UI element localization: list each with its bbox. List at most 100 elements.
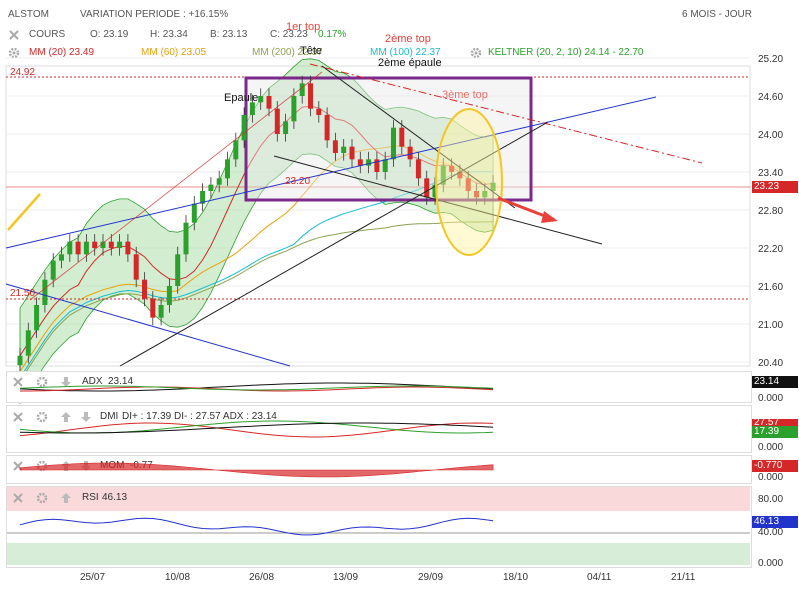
candle-down xyxy=(407,146,413,160)
annot-level-low: 21.50 xyxy=(10,288,35,299)
adx-line xyxy=(19,382,494,392)
annot-level-box: 23.20 xyxy=(285,176,310,187)
price-axis-label: 25.20 xyxy=(758,54,783,65)
candle-down xyxy=(308,83,313,109)
candle-down xyxy=(75,241,81,255)
mm20-label: MM (20) 23.49 xyxy=(29,47,95,58)
candle-up xyxy=(258,96,264,103)
keltner-label: KELTNER (20, 2, 10) 24.14 - 22.70 xyxy=(488,47,644,58)
date-axis-label: 26/08 xyxy=(249,572,275,583)
adx-value: 23.14 xyxy=(108,376,134,387)
dmi-label: DMI xyxy=(100,411,119,422)
candle-up xyxy=(208,184,214,191)
open-value: O: 23.19 xyxy=(90,29,129,40)
arrow-down-icon-dmi[interactable] xyxy=(80,411,92,423)
candle-up xyxy=(283,121,289,134)
price-axis-label: 22.20 xyxy=(758,244,783,255)
close-icon-rsi[interactable] xyxy=(12,492,24,504)
candle-up xyxy=(83,241,89,255)
period-label[interactable]: 6 MOIS - JOUR xyxy=(682,9,753,20)
trendline-black-up xyxy=(119,121,549,367)
candle-down xyxy=(125,241,131,255)
close-icon-adx[interactable] xyxy=(12,376,24,388)
arrow-up-icon-dmi[interactable] xyxy=(60,411,72,423)
mm60-line xyxy=(19,145,494,372)
date-axis-label: 10/08 xyxy=(165,572,191,583)
candle-up xyxy=(216,178,222,185)
gear-icon-keltner[interactable] xyxy=(470,47,482,59)
candle-up xyxy=(50,260,56,280)
arrow-down-icon-adx[interactable] xyxy=(60,376,72,388)
date-axis-label: 04/11 xyxy=(587,572,612,583)
symbol-label: ALSTOM xyxy=(8,9,49,20)
candle-down xyxy=(133,254,139,280)
gear-icon[interactable] xyxy=(8,47,20,59)
candle-down xyxy=(424,178,430,198)
mm60-label: MM (60) 23.05 xyxy=(141,47,207,58)
dmi-adx-line xyxy=(19,422,494,434)
candle-down xyxy=(316,108,322,115)
annot-top1: 1er top xyxy=(286,21,320,33)
gear-icon-dmi[interactable] xyxy=(36,411,48,423)
close-icon[interactable] xyxy=(8,29,20,41)
rsi-tag: 46.13 xyxy=(752,516,798,528)
mm200-label: MM (200) 22.37 xyxy=(252,47,323,58)
price-axis-label: 21.00 xyxy=(758,320,783,331)
candle-up xyxy=(200,191,206,204)
candle-up xyxy=(440,165,446,185)
candle-up xyxy=(100,241,106,248)
candle-up xyxy=(490,182,496,191)
price-axis-label: 24.00 xyxy=(758,130,783,141)
rsi-axis-80: 80.00 xyxy=(758,494,784,505)
trendline-red-dash xyxy=(309,63,703,164)
annot-top2: 2ème top xyxy=(385,33,431,45)
rsi-axis-0: 0.000 xyxy=(758,558,784,569)
price-axis-label: 21.60 xyxy=(758,282,783,293)
candle-down xyxy=(415,159,421,179)
close-value: C: 23.23 xyxy=(270,29,308,40)
candle-up xyxy=(341,146,347,153)
mm20-line xyxy=(19,105,494,356)
gear-icon-rsi[interactable] xyxy=(36,492,48,504)
candle-up xyxy=(225,159,230,179)
high-value: H: 23.34 xyxy=(150,29,188,40)
candle-down xyxy=(474,191,479,198)
price-axis-label: 24.60 xyxy=(758,92,783,103)
candle-down xyxy=(374,159,380,172)
price-axis-label: 23.40 xyxy=(758,168,783,179)
candle-down xyxy=(465,178,471,191)
yellow-slash xyxy=(7,193,41,231)
mom-area xyxy=(19,462,494,478)
price-axis-label: 22.80 xyxy=(758,206,783,217)
red-arrow-head xyxy=(541,211,558,223)
candles xyxy=(17,75,496,373)
change-value: 0.17% xyxy=(318,29,347,40)
mm200-line xyxy=(19,221,494,382)
red-arrow xyxy=(497,196,551,220)
candle-up xyxy=(158,305,164,318)
arrow-up-icon-rsi[interactable] xyxy=(60,492,72,504)
rsi-label: RSI xyxy=(82,492,99,503)
dmi-tag-red: 27.57 xyxy=(752,419,798,427)
close-icon-dmi[interactable] xyxy=(12,411,24,423)
highlight-ellipse xyxy=(435,108,503,256)
candle-down xyxy=(449,165,455,172)
annot-level-top: 24.92 xyxy=(10,67,35,78)
candle-down xyxy=(399,127,405,147)
trendline-black-down2 xyxy=(273,155,603,245)
price-axis-label: 20.40 xyxy=(758,358,783,369)
candle-up xyxy=(432,184,438,198)
trendline-blue-down xyxy=(5,283,291,367)
gear-icon-adx[interactable] xyxy=(36,376,48,388)
adx-tag: 23.14 xyxy=(752,376,798,388)
candle-up xyxy=(117,241,123,248)
candle-up xyxy=(183,222,189,255)
low-value: B: 23.13 xyxy=(210,29,248,40)
candle-up xyxy=(482,191,488,198)
dmi-tag-green: 17.39 xyxy=(752,426,798,438)
candle-up xyxy=(42,279,48,305)
variation-label: VARIATION PERIODE : +16.15% xyxy=(80,9,229,20)
date-axis-label: 21/11 xyxy=(671,572,696,583)
